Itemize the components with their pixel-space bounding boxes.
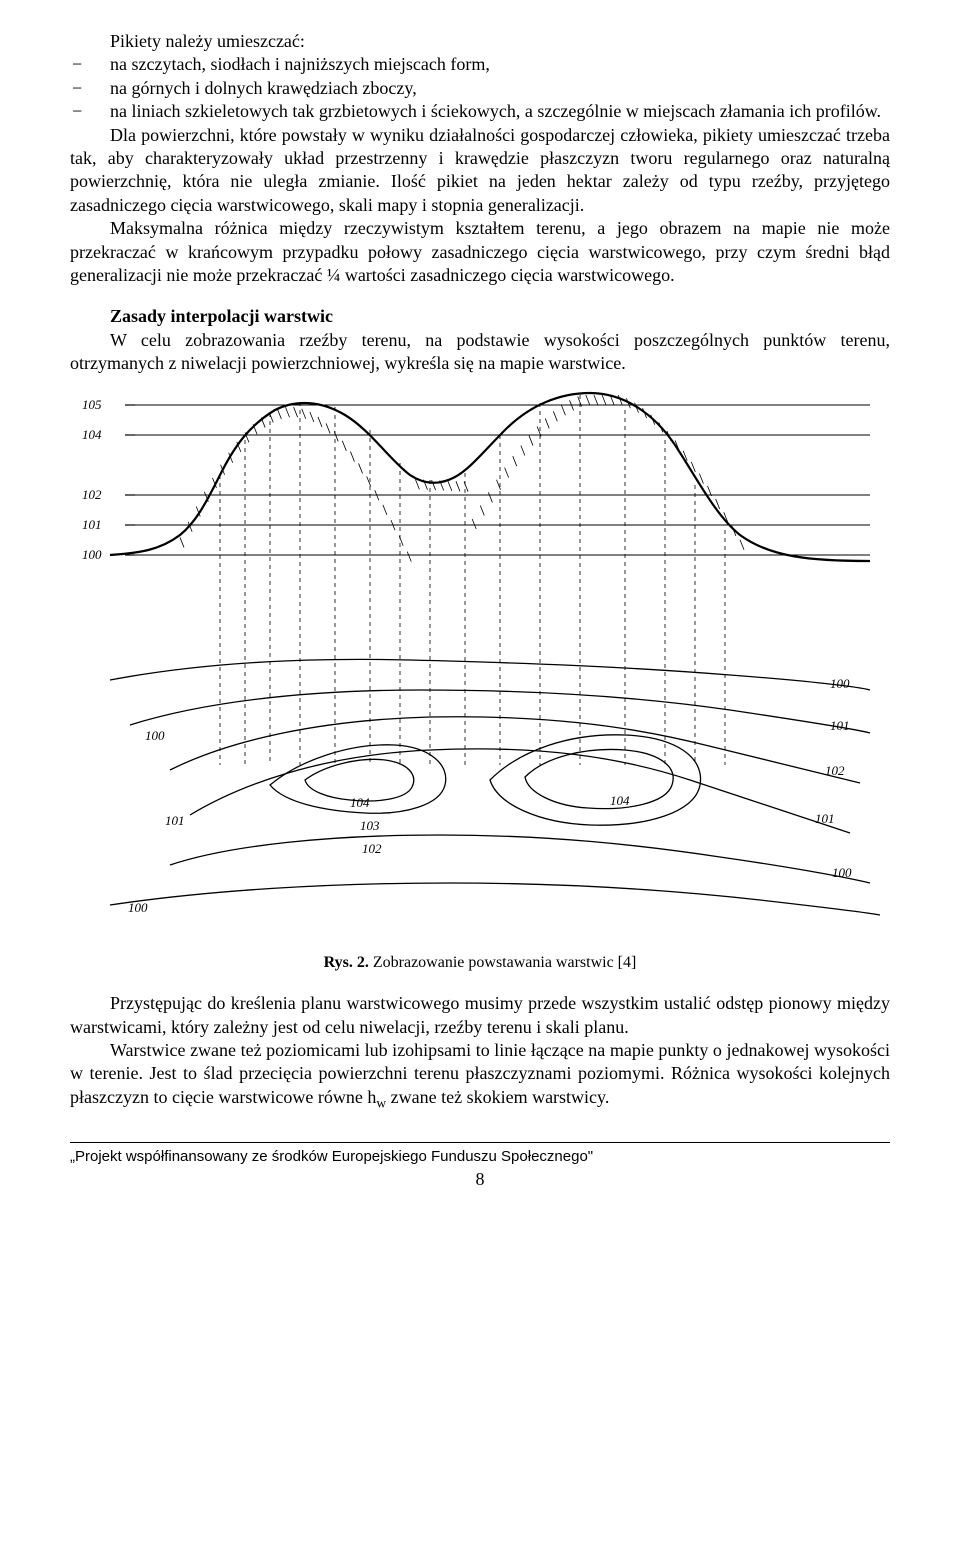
svg-text:102: 102 — [362, 841, 382, 856]
dash-icon: − — [70, 53, 110, 76]
svg-text:100: 100 — [128, 900, 148, 915]
para6-b: zwane też skokiem warstwicy. — [386, 1087, 609, 1107]
svg-text:101: 101 — [815, 811, 835, 826]
svg-text:100: 100 — [145, 728, 165, 743]
svg-text:103: 103 — [360, 818, 380, 833]
svg-text:105: 105 — [82, 397, 102, 412]
svg-text:101: 101 — [830, 718, 850, 733]
svg-text:100: 100 — [830, 676, 850, 691]
caption-rest: Zobrazowanie powstawania warstwic [4] — [369, 954, 636, 971]
svg-text:104: 104 — [350, 795, 370, 810]
svg-text:104: 104 — [82, 427, 102, 442]
svg-text:102: 102 — [825, 763, 845, 778]
svg-text:100: 100 — [82, 547, 102, 562]
bullet-2: −na górnych i dolnych krawędziach zboczy… — [70, 77, 890, 100]
bullet-3: −na liniach szkieletowych tak grzbietowy… — [70, 100, 890, 123]
para-3: Maksymalna różnica między rzeczywistym k… — [70, 217, 890, 287]
figure-contour-diagram: 105 104 102 101 100 100 101 100 104 103 102 104 100 1… — [70, 385, 890, 945]
para-lead: Pikiety należy umieszczać: — [70, 30, 890, 53]
svg-text:104: 104 — [610, 793, 630, 808]
page-number: 8 — [70, 1168, 890, 1191]
para-4: W celu zobrazowania rzeźby terenu, na po… — [70, 329, 890, 376]
svg-text:102: 102 — [82, 487, 102, 502]
svg-text:101: 101 — [82, 517, 102, 532]
figure-caption: Rys. 2. Zobrazowanie powstawania warstwi… — [70, 953, 890, 974]
bullet-text: na szczytach, siodłach i najniższych mie… — [110, 54, 490, 74]
bullet-1: −na szczytach, siodłach i najniższych mi… — [70, 53, 890, 76]
para-5: Przystępując do kreślenia planu warstwic… — [70, 992, 890, 1039]
para6-sub: w — [376, 1095, 386, 1110]
footer-text: „Projekt współfinansowany ze środków Eur… — [70, 1143, 890, 1167]
heading: Zasady interpolacji warstwic — [70, 305, 890, 328]
para-6: Warstwice zwane też poziomicami lub izoh… — [70, 1039, 890, 1112]
svg-text:101: 101 — [165, 813, 185, 828]
para-2: Dla powierzchni, które powstały w wyniku… — [70, 124, 890, 218]
caption-bold: Rys. 2. — [324, 954, 369, 971]
bullet-text: na górnych i dolnych krawędziach zboczy, — [110, 78, 417, 98]
svg-text:100: 100 — [832, 865, 852, 880]
dash-icon: − — [70, 77, 110, 100]
dash-icon: − — [70, 100, 110, 123]
bullet-text: na liniach szkieletowych tak grzbietowyc… — [110, 101, 881, 121]
